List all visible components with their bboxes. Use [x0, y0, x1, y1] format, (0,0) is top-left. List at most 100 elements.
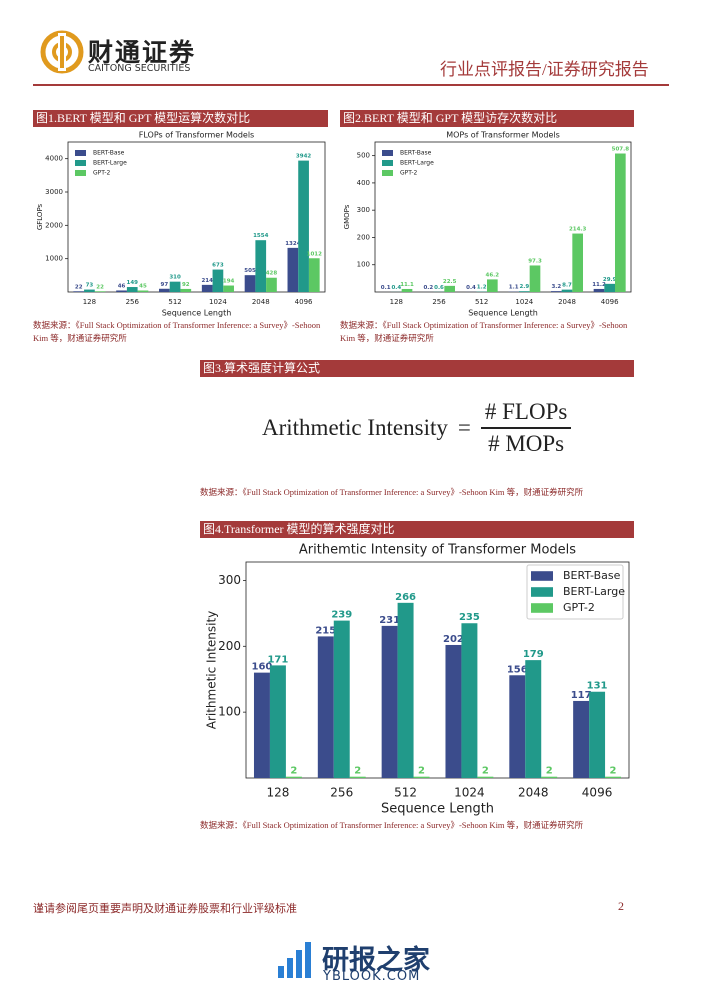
figure-title: 图3.算术强度计算公式 [200, 360, 634, 377]
x-tick-label: 256 [432, 298, 446, 306]
y-tick-label: 400 [357, 179, 370, 187]
legend-swatch [75, 160, 86, 166]
bar [461, 623, 478, 778]
chart-title: Arithemtic Intensity of Transformer Mode… [299, 543, 576, 558]
bar [401, 288, 413, 292]
data-label: 29.9 [603, 277, 617, 283]
bar [615, 153, 626, 292]
bar [541, 776, 558, 778]
data-label: 117 [571, 690, 592, 701]
data-label: 179 [523, 649, 544, 660]
plot-frame [374, 141, 632, 293]
bar [445, 644, 462, 778]
x-axis-label: Sequence Length [468, 309, 538, 318]
x-tick-label: 256 [330, 786, 353, 800]
data-label: 2 [482, 766, 489, 777]
data-label: 0.4 [466, 285, 476, 291]
bar [201, 284, 213, 292]
bar [349, 776, 366, 778]
x-tick-label: 1024 [454, 786, 485, 800]
data-label: 673 [212, 263, 224, 269]
bar [137, 290, 149, 292]
data-label: 215 [315, 625, 336, 636]
bar [212, 269, 224, 292]
bar [593, 288, 605, 292]
formula: Arithmetic Intensity = # FLOPs # MOPs [262, 396, 572, 460]
bar [126, 287, 138, 292]
data-label: 214.3 [569, 227, 587, 233]
formula-lhs: Arithmetic Intensity [262, 415, 448, 440]
bar [519, 291, 530, 292]
bar [487, 279, 498, 292]
y-tick-label: 500 [357, 152, 370, 160]
bar [317, 636, 334, 778]
data-label: 2 [418, 766, 425, 777]
x-tick-label: 2048 [252, 298, 270, 306]
legend-swatch [75, 150, 86, 156]
x-tick-label: 4096 [582, 786, 613, 800]
legend-label: BERT-Large [400, 160, 434, 167]
bar [444, 285, 455, 292]
bar [397, 602, 414, 778]
bar [525, 660, 542, 778]
bar [244, 275, 256, 292]
legend-label: BERT-Large [563, 585, 625, 598]
data-label: 45 [139, 284, 147, 290]
bar [529, 265, 541, 292]
legend-label: GPT-2 [400, 170, 418, 177]
y-tick-label: 200 [357, 233, 370, 241]
bar [253, 672, 270, 778]
data-label: 97.3 [528, 258, 542, 264]
data-label: 3.2 [551, 284, 561, 290]
y-tick-label: 1000 [45, 255, 63, 263]
x-tick-label: 512 [475, 298, 488, 306]
x-tick-label: 128 [83, 298, 96, 306]
x-tick-label: 128 [390, 298, 403, 306]
bar [169, 281, 181, 292]
chart-title: MOPs of Transformer Models [446, 131, 560, 140]
bar [180, 288, 192, 292]
x-tick-label: 1024 [209, 298, 227, 306]
disclaimer: 谨请参阅尾页重要声明及财通证券股票和行业评级标准 [33, 903, 297, 915]
data-label: 2 [290, 766, 297, 777]
data-label: 46.2 [486, 272, 500, 278]
bar [413, 776, 430, 778]
data-label: 194 [223, 279, 235, 285]
data-label: 235 [459, 612, 480, 623]
data-label: 266 [395, 592, 416, 603]
figure-title: 图4.Transformer 模型的算术强度对比 [200, 521, 634, 538]
y-axis-label: GMOPs [343, 204, 351, 229]
x-tick-label: 4096 [601, 298, 619, 306]
plot-frame [67, 141, 326, 293]
bar [116, 290, 127, 292]
bar [266, 277, 277, 292]
data-label: 92 [182, 282, 190, 288]
bar [333, 620, 350, 778]
y-tick-label: 2000 [45, 221, 63, 229]
legend-label: GPT-2 [93, 170, 111, 177]
legend-label: BERT-Base [563, 569, 621, 582]
bar [269, 665, 286, 778]
legend-swatch [75, 170, 86, 176]
bar [287, 247, 299, 292]
x-tick-label: 1024 [515, 298, 533, 306]
chart: MOPs of Transformer Models 100 200 300 400 50… [343, 131, 632, 318]
data-label: 1.2 [477, 285, 487, 291]
legend-label: BERT-Base [93, 150, 125, 157]
header-rule [33, 84, 669, 86]
data-label: 22.5 [443, 279, 457, 285]
data-label: 149 [127, 280, 139, 286]
x-axis-label: Sequence Length [381, 802, 494, 817]
logo-cn: 财通证券 [88, 38, 197, 67]
formula-equals: = [457, 415, 471, 440]
bar [551, 291, 562, 292]
fraction: # FLOPs # MOPs [480, 399, 572, 457]
bar [605, 776, 622, 778]
bar [298, 160, 309, 292]
y-tick-label: 3000 [45, 188, 63, 196]
watermark-cn: 研报之家 [322, 945, 430, 976]
y-axis-label: GFLOPs [36, 203, 44, 230]
legend-swatch [531, 603, 553, 613]
data-label: 2 [546, 766, 553, 777]
